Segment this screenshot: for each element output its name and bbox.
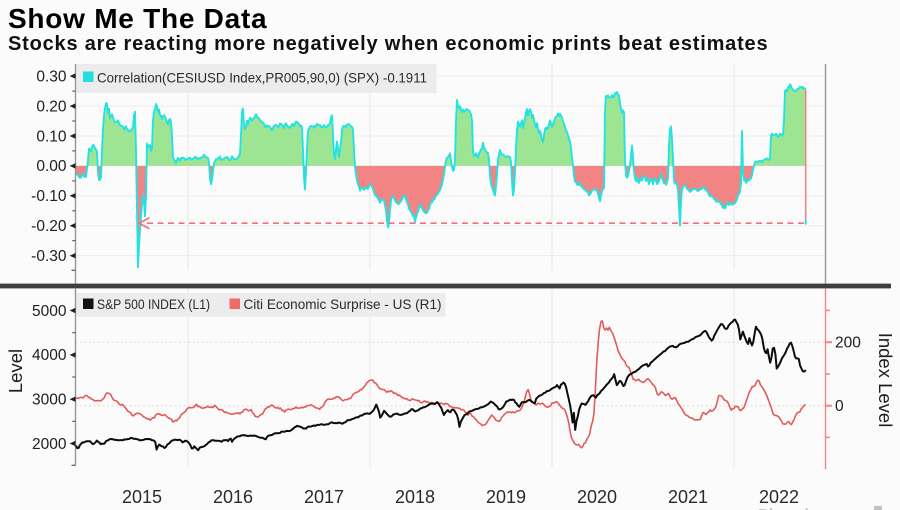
svg-text:2019: 2019	[486, 487, 526, 507]
svg-text:0.20: 0.20	[36, 98, 67, 115]
svg-text:2021: 2021	[668, 487, 708, 507]
svg-text:Level: Level	[5, 349, 26, 393]
svg-text:3000: 3000	[32, 392, 67, 409]
svg-text:Bloomberg: Bloomberg	[758, 506, 837, 510]
svg-text:0.30: 0.30	[36, 68, 67, 85]
svg-text:200: 200	[835, 335, 861, 352]
svg-text:0.10: 0.10	[36, 128, 67, 145]
svg-text:2020: 2020	[577, 487, 617, 507]
svg-text:Citi Economic Surprise - US (R: Citi Economic Surprise - US (R1)	[244, 296, 442, 312]
svg-text:5000: 5000	[32, 303, 67, 320]
svg-text:2016: 2016	[213, 487, 253, 507]
svg-text:2000: 2000	[32, 436, 67, 453]
svg-text:Index Level: Index Level	[875, 333, 896, 428]
svg-text:2017: 2017	[304, 487, 344, 507]
svg-text:0.00: 0.00	[36, 158, 67, 175]
svg-text:2022: 2022	[759, 487, 799, 507]
svg-text:-0.30: -0.30	[31, 248, 67, 265]
svg-text:-0.10: -0.10	[31, 188, 67, 205]
svg-text:S&P 500 INDEX (L1): S&P 500 INDEX (L1)	[97, 296, 210, 312]
svg-text:0: 0	[835, 398, 844, 415]
svg-text:Correlation(CESIUSD Index,PR00: Correlation(CESIUSD Index,PR005,90,0) (S…	[97, 69, 427, 85]
svg-text:4000: 4000	[32, 347, 67, 364]
svg-text:2018: 2018	[395, 487, 435, 507]
svg-text:-0.20: -0.20	[31, 218, 67, 235]
svg-text:2015: 2015	[122, 487, 162, 507]
